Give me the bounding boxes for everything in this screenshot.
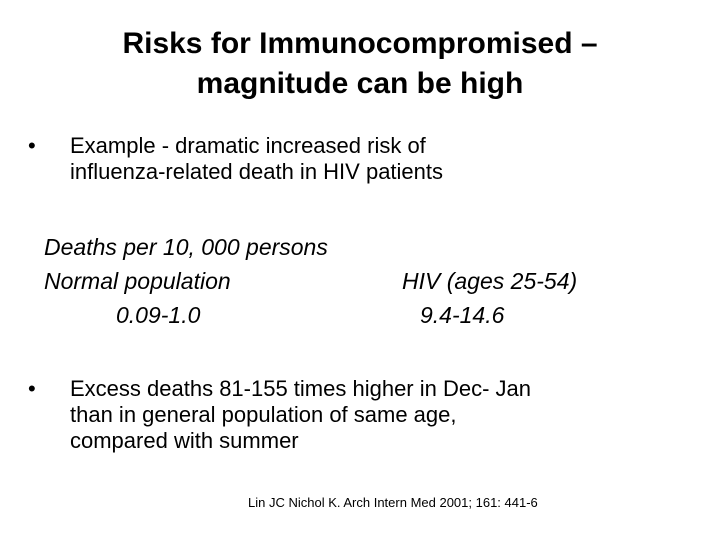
- slide-title: Risks for Immunocompromised – magnitude …: [40, 24, 680, 104]
- bullet-line: compared with summer: [70, 428, 299, 453]
- bullet-marker: •: [28, 133, 36, 158]
- bullet-item: • Excess deaths 81-155 times higher in D…: [28, 376, 688, 460]
- bullet-line: Excess deaths 81-155 times higher in Dec…: [70, 376, 532, 401]
- bullet-marker: •: [28, 376, 36, 401]
- bullet-line: Example - dramatic increased risk of: [70, 133, 426, 158]
- bullet-item: • Example - dramatic increased risk of i…: [28, 133, 688, 189]
- bullet-text: Example - dramatic increased risk of inf…: [70, 133, 670, 185]
- citation: Lin JC Nichol K. Arch Intern Med 2001; 1…: [248, 495, 538, 510]
- title-line-2: magnitude can be high: [196, 67, 524, 100]
- hiv-population-value: 9.4-14.6: [420, 302, 505, 328]
- bullet-line: influenza-related death in HIV patients: [70, 159, 444, 184]
- stats-heading: Deaths per 10, 000 persons: [44, 234, 328, 260]
- hiv-population-label: HIV (ages 25-54): [402, 268, 578, 294]
- bullet-text: Excess deaths 81-155 times higher in Dec…: [70, 376, 670, 454]
- normal-population-label: Normal population: [44, 268, 231, 294]
- bullet-line: than in general population of same age,: [70, 402, 457, 427]
- normal-population-value: 0.09-1.0: [116, 302, 201, 328]
- title-line-1: Risks for Immunocompromised –: [122, 27, 598, 60]
